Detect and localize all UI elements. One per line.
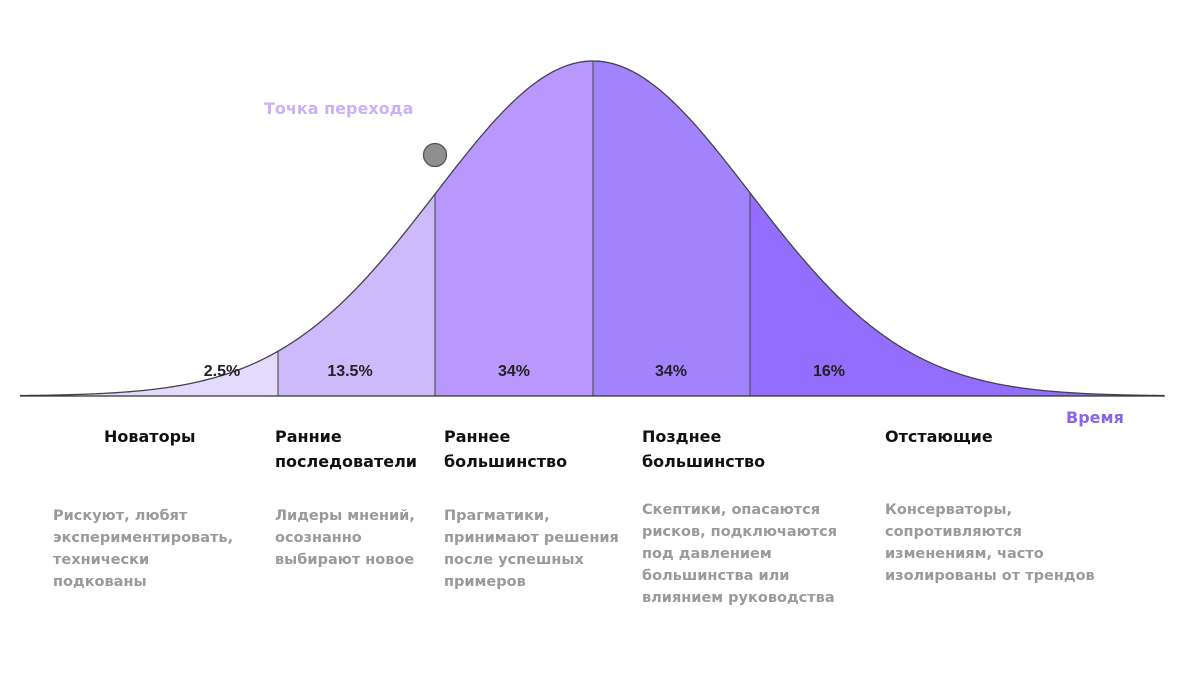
group-description-laggards: Консерваторы, сопротивляются изменениям,… [885,502,1095,584]
group-title-laggards: Отстающие [885,427,993,446]
curve-outline [19,60,1165,397]
segment-percent-label: 16% [813,363,845,380]
group-title-early-majority: Раннее большинство [444,427,568,471]
curve-segment-5 [750,192,1165,396]
group-title-late-majority: Позднее большинство [642,427,766,471]
segment-percent-label: 34% [498,363,530,380]
segment-percent-label: 2.5% [204,363,240,380]
group-description-late-majority: Скептики, опасаются рисков, подключаются… [642,502,838,606]
transition-point-label: Точка перехода [264,99,414,118]
curve-segment-3 [435,61,593,396]
group-description-early-majority: Прагматики, принимают решения после успе… [444,508,619,590]
group-title-early-adopters: Ранние последователи [275,427,417,471]
group-description-innovators: Рискуют, любят экспериментировать, техни… [53,508,234,590]
group-description-early-adopters: Лидеры мнений, осознанно выбирают новое [275,508,415,568]
time-axis-label: Время [1066,408,1124,427]
transition-point-marker [422,142,448,168]
curve-segment-4 [593,61,750,396]
segment-percent-label: 13.5% [327,363,372,380]
group-title-innovators: Новаторы [104,427,196,446]
curve-segment-1 [20,351,278,396]
segment-percent-label: 34% [655,363,687,380]
